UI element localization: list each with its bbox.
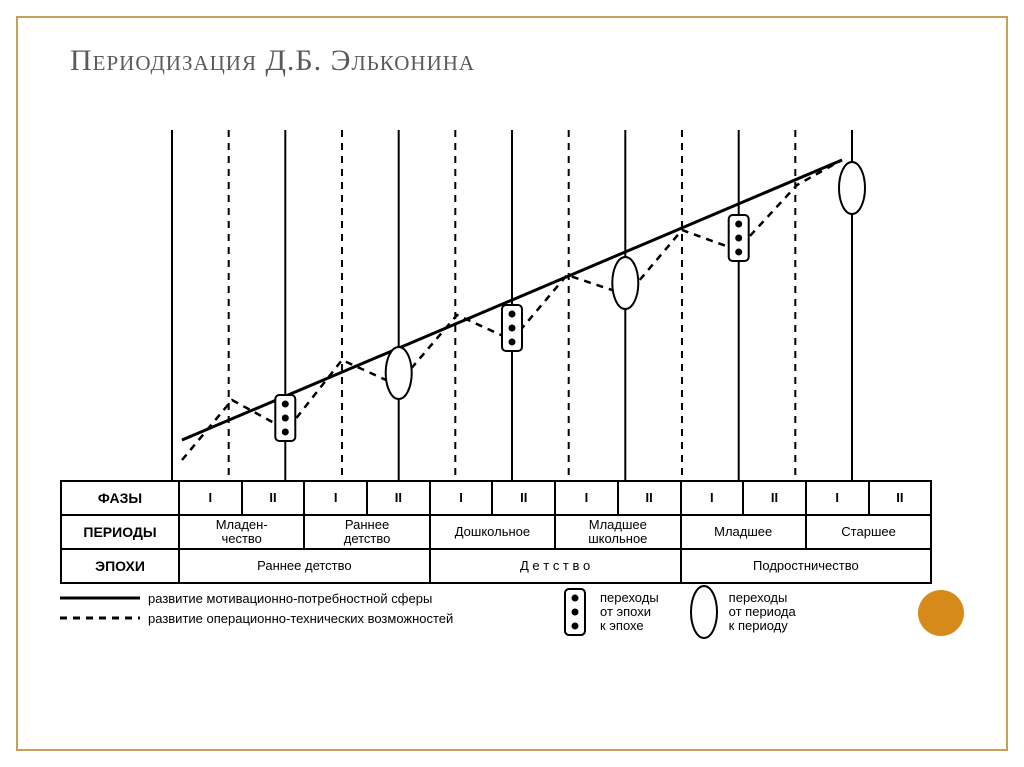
- table-cell: Раннее детство: [304, 515, 429, 549]
- legend-item: переходы от периода к периоду: [689, 584, 796, 640]
- table-cell: Младшее школьное: [555, 515, 680, 549]
- elkonin-diagram: ФАЗЫIIIIIIIIIIIIIIIIIIПЕРИОДЫМладен- чес…: [60, 130, 860, 680]
- slide: Периодизация Д.Б. Эльконина ФАЗЫIIIIIIII…: [0, 0, 1024, 767]
- accent-dot: [918, 590, 964, 636]
- table-cell: Младшее: [681, 515, 806, 549]
- table-cell: II: [242, 481, 305, 515]
- table-cell: Старшее: [806, 515, 931, 549]
- table-cell: II: [367, 481, 430, 515]
- row-label: ЭПОХИ: [61, 549, 179, 583]
- table-cell: Дошкольное: [430, 515, 555, 549]
- table-cell: I: [304, 481, 367, 515]
- table-cell: Д е т с т в о: [430, 549, 681, 583]
- table-cell: I: [555, 481, 618, 515]
- table-cell: II: [492, 481, 555, 515]
- table-cell: II: [618, 481, 681, 515]
- table-cell: I: [681, 481, 744, 515]
- row-label: ФАЗЫ: [61, 481, 179, 515]
- legend-item: переходы от эпохи к эпохе: [560, 584, 659, 640]
- table-cell: Подростничество: [681, 549, 932, 583]
- row-label: ПЕРИОДЫ: [61, 515, 179, 549]
- table-cell: I: [806, 481, 869, 515]
- legend-item: развитие операционно-технических возможн…: [60, 610, 453, 626]
- table-cell: I: [179, 481, 242, 515]
- legend-item: развитие мотивационно-потребностной сфер…: [60, 590, 453, 606]
- table-cell: Раннее детство: [179, 549, 430, 583]
- legend-right: переходы от эпохи к эпохе переходы от пер…: [560, 584, 796, 640]
- table-cell: II: [743, 481, 806, 515]
- table-cell: Младен- чество: [179, 515, 304, 549]
- phase-table: ФАЗЫIIIIIIIIIIIIIIIIIIПЕРИОДЫМладен- чес…: [60, 480, 932, 584]
- table-cell: II: [869, 481, 932, 515]
- page-title: Периодизация Д.Б. Эльконина: [70, 44, 475, 78]
- table-cell: I: [430, 481, 493, 515]
- legend-left: развитие мотивационно-потребностной сфер…: [60, 590, 453, 630]
- chart-area: [152, 120, 872, 490]
